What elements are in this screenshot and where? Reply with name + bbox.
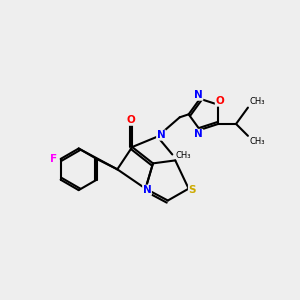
Text: N: N [194,90,203,100]
Text: O: O [215,96,224,106]
Text: O: O [126,115,135,125]
Text: CH₃: CH₃ [249,97,265,106]
Text: CH₃: CH₃ [249,137,265,146]
Text: S: S [188,185,196,195]
Text: CH₃: CH₃ [175,152,191,160]
Text: N: N [157,130,165,140]
Text: N: N [143,185,152,195]
Text: F: F [50,154,57,164]
Text: N: N [194,129,203,139]
